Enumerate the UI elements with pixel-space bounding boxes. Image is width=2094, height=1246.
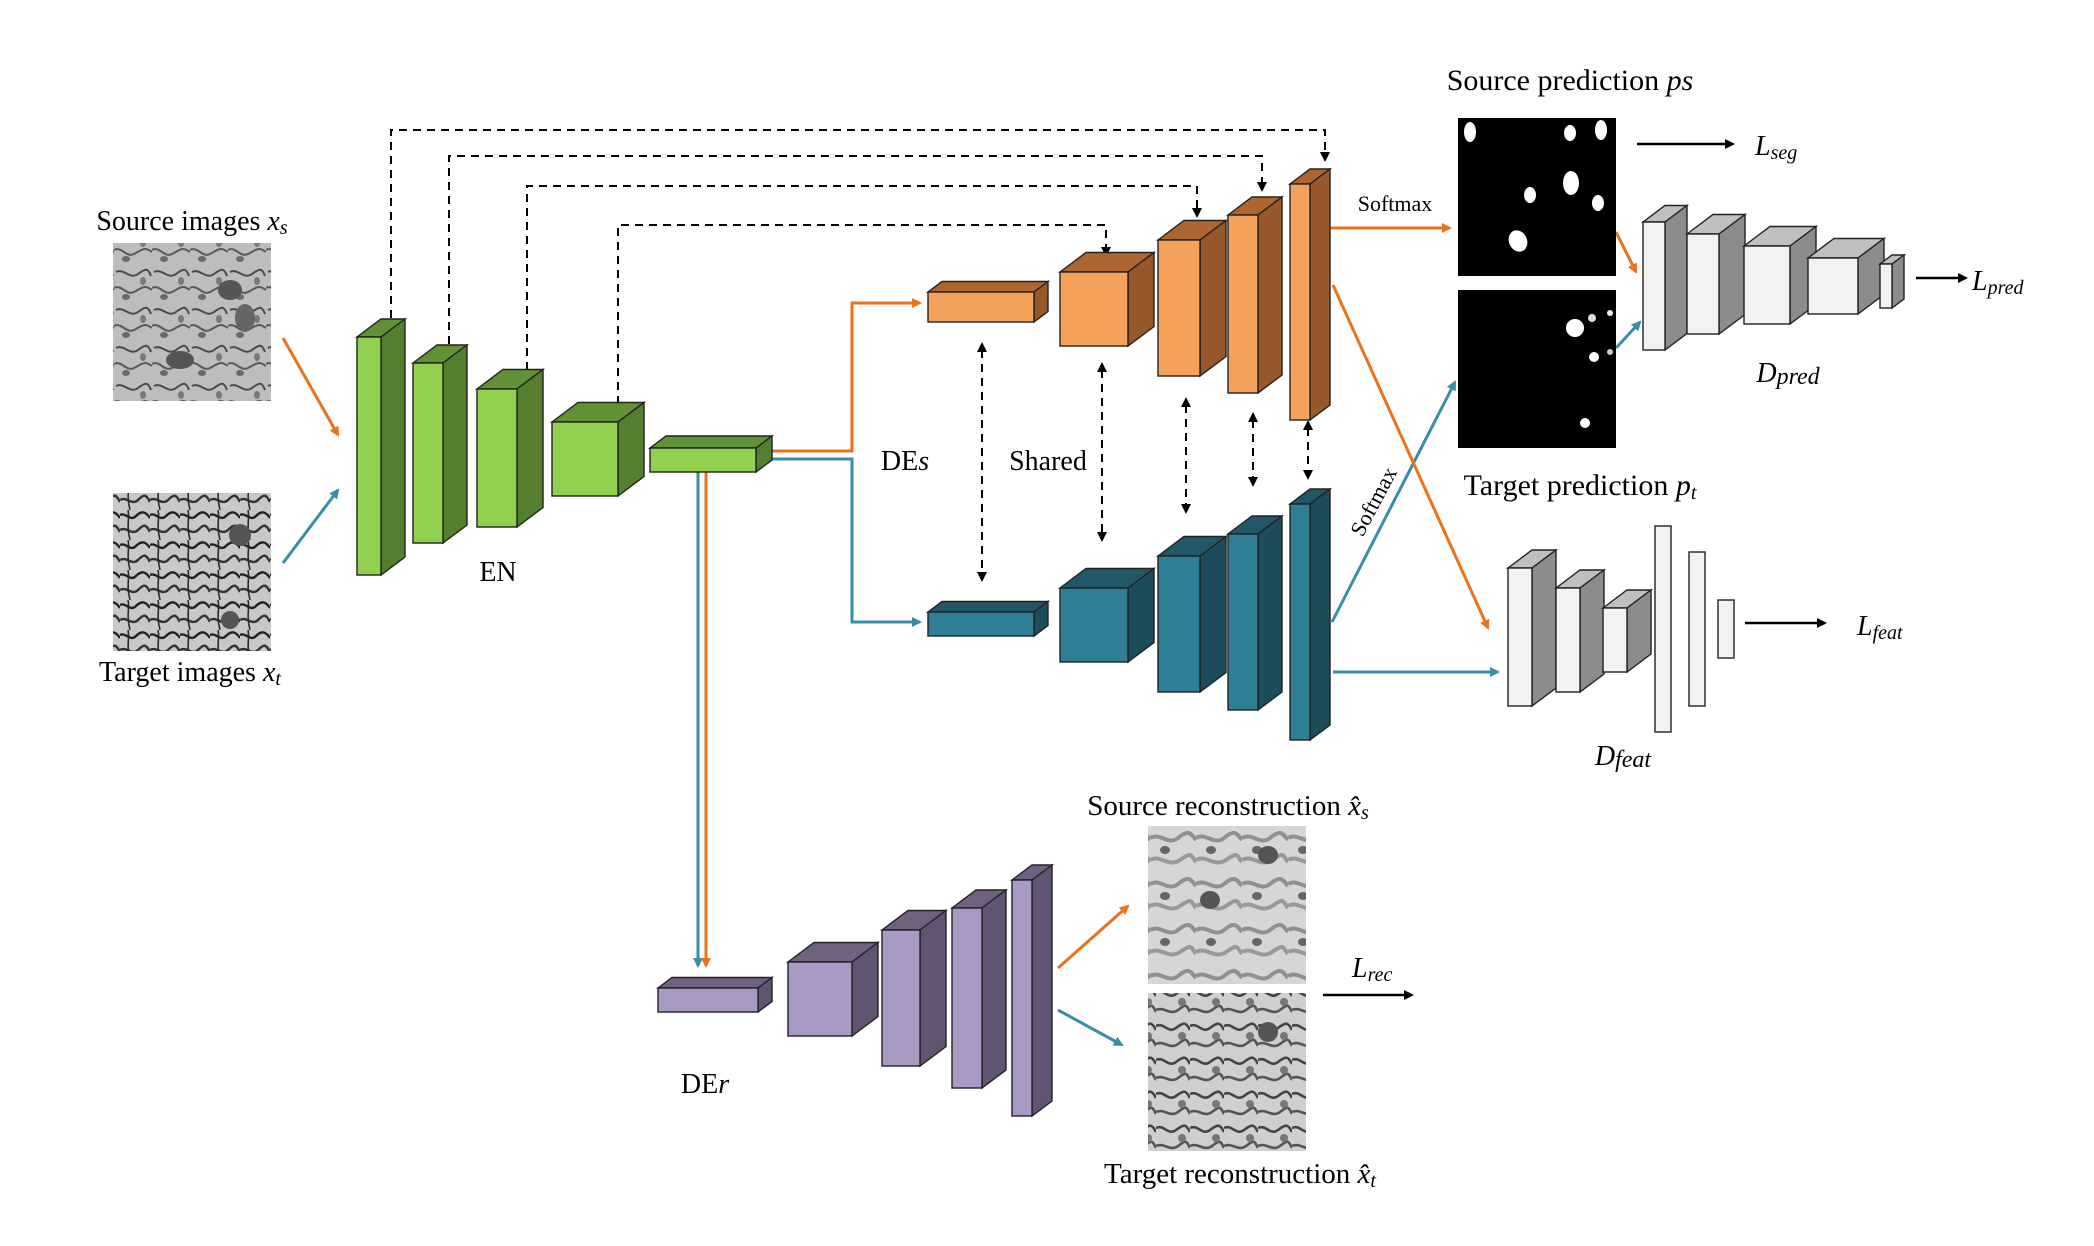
disc-feat-block-5 <box>1688 551 1706 707</box>
disc-pred-block-4 <box>1805 237 1887 316</box>
target-decoder-block-1 <box>925 600 1051 638</box>
disc-feat-block-4 <box>1654 525 1672 733</box>
disc-pred-block-1 <box>1640 204 1690 352</box>
seg-decoder-block-1 <box>925 280 1051 324</box>
shared-label: Shared <box>1009 446 1087 477</box>
bottleneck-to-target-arrow <box>764 457 922 627</box>
loss-rec-label: Lrec <box>1351 953 1392 986</box>
target-decoder-block-2 <box>1057 567 1157 664</box>
encoder-label: EN <box>479 557 516 588</box>
rec-decoder-block-2 <box>785 941 881 1038</box>
skip-connection-1 <box>390 129 1330 318</box>
target-reconstruction-image <box>1148 993 1306 1151</box>
bottleneck-to-seg-arrow <box>764 298 922 453</box>
target-image <box>113 493 271 651</box>
rec-decoder-block-4 <box>949 888 1009 1090</box>
encoder-block-4 <box>549 401 647 498</box>
target-images-label: Target images xt <box>99 657 281 690</box>
source-reconstruction-label: Source reconstruction x̂s <box>1087 790 1369 824</box>
encoder-block-3 <box>474 368 546 529</box>
source-prediction-label: Source prediction ps <box>1447 64 1694 97</box>
disc-feat-block-6 <box>1717 599 1735 659</box>
loss-pred-label: Lpred <box>1971 266 2024 299</box>
rec-decoder-block-3 <box>879 909 949 1068</box>
target-prediction-label: Target prediction pt <box>1464 469 1697 504</box>
source-reconstruction-image <box>1148 826 1306 984</box>
softmax-top-label: Softmax <box>1358 191 1433 216</box>
target-decoder-block-4 <box>1225 514 1285 712</box>
source-input-arrow <box>281 337 340 437</box>
skip-connection-2 <box>448 155 1267 344</box>
target-decoder-block-3 <box>1155 535 1229 694</box>
pred-target-to-disc-arrow <box>1614 320 1642 350</box>
skip-connection-4 <box>617 224 1111 404</box>
encoder-block-2 <box>410 343 470 545</box>
skip-connection-3 <box>526 185 1202 370</box>
disc-feat-block-1 <box>1505 548 1559 708</box>
encoder-block-1 <box>354 317 408 577</box>
disc-pred-label: Dpred <box>1755 358 1820 390</box>
disc-pred-block-3 <box>1741 225 1819 326</box>
loss-seg-label: Lseg <box>1754 131 1797 164</box>
decoder-seg-label: DEs <box>881 446 929 477</box>
features-source-to-disc-arrow <box>1331 284 1490 630</box>
disc-feat-label: Dfeat <box>1594 741 1653 773</box>
target-prediction-image <box>1458 290 1616 448</box>
disc-feat-block-2 <box>1553 568 1607 694</box>
rec-decoder-block-5 <box>1009 863 1055 1118</box>
target-decoder-block-5 <box>1287 487 1333 742</box>
decoder-rec-label: DEr <box>681 1069 729 1100</box>
source-image <box>113 243 271 401</box>
arrows-layer <box>281 129 1968 1047</box>
seg-decoder-block-4 <box>1225 195 1285 395</box>
disc-feat-block-3 <box>1600 588 1654 674</box>
disc-pred-block-5 <box>1877 253 1907 310</box>
loss-feat-label: Lfeat <box>1856 611 1903 644</box>
source-images-label: Source images xs <box>96 206 288 239</box>
rec-target-arrow <box>1057 1008 1124 1047</box>
seg-decoder-block-3 <box>1155 219 1229 378</box>
target-reconstruction-label: Target reconstruction x̂t <box>1104 1158 1376 1192</box>
seg-decoder-block-2 <box>1057 251 1157 348</box>
pred-source-to-disc-arrow <box>1614 231 1638 274</box>
blocks-layer <box>354 167 1907 1118</box>
rec-decoder-block-1 <box>655 976 775 1014</box>
seg-decoder-block-5 <box>1287 167 1333 422</box>
encoder-block-5 <box>647 434 775 474</box>
target-input-arrow <box>281 488 340 564</box>
softmax-target-arrow <box>1330 380 1457 623</box>
source-prediction-image <box>1458 118 1616 276</box>
rec-source-arrow <box>1057 904 1130 970</box>
disc-pred-block-2 <box>1684 213 1748 336</box>
